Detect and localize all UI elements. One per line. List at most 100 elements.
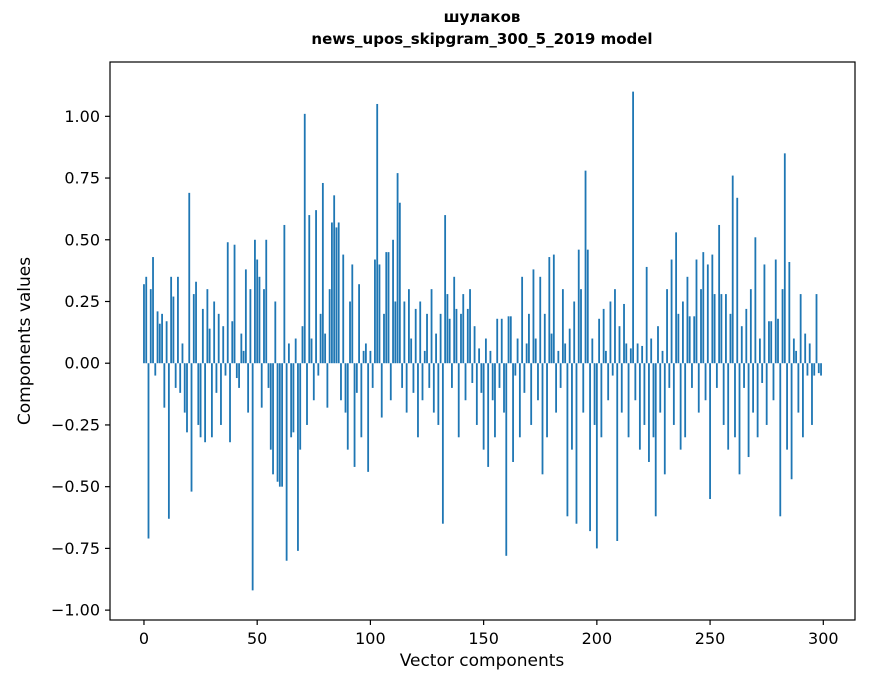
bar [652, 363, 655, 438]
bar [358, 284, 360, 364]
bar [364, 343, 367, 364]
bar [256, 259, 259, 364]
x-tick-label: 100 [355, 629, 386, 648]
bar [337, 222, 340, 364]
bar [539, 276, 542, 364]
bar [213, 301, 216, 364]
bar [557, 350, 560, 364]
bar [224, 363, 227, 376]
y-tick-label: 0.75 [64, 169, 100, 188]
bar [729, 313, 732, 364]
bar [695, 259, 698, 364]
bar [650, 338, 653, 364]
bar [736, 197, 739, 364]
bar [523, 363, 526, 393]
bar [328, 289, 331, 364]
bar [383, 313, 385, 364]
bar [804, 333, 807, 364]
bar [505, 363, 508, 556]
bar [324, 333, 327, 364]
bar [414, 308, 417, 364]
bar [738, 363, 741, 475]
bar [197, 363, 200, 425]
bar [661, 350, 664, 364]
bar [149, 289, 152, 364]
bar [480, 363, 483, 393]
bar [668, 363, 671, 388]
bar [568, 328, 571, 364]
bar [179, 363, 182, 393]
bar [496, 318, 499, 364]
bar [577, 249, 580, 364]
bar [204, 363, 207, 443]
bar [396, 173, 399, 364]
bar [387, 252, 390, 364]
bar [799, 294, 802, 364]
bar [188, 192, 191, 364]
bar [419, 301, 422, 364]
bar [808, 343, 811, 364]
bar [589, 363, 591, 532]
axes-frame [109, 61, 856, 621]
bar [147, 363, 150, 539]
bar [267, 363, 270, 388]
bar [464, 363, 467, 401]
bar [251, 363, 254, 591]
chart-title-line1: шулаков [444, 8, 521, 26]
bar [774, 259, 777, 364]
bar [210, 363, 213, 438]
y-tick-label: 0.00 [64, 354, 100, 373]
bar [260, 363, 263, 408]
bar [290, 363, 293, 438]
bar [795, 350, 798, 364]
bar [299, 363, 302, 450]
bar [181, 343, 184, 364]
bar [584, 170, 587, 364]
bar [421, 363, 424, 401]
bar [303, 113, 306, 364]
bar [238, 363, 240, 388]
bar [516, 338, 519, 364]
bar [269, 363, 272, 450]
bar [367, 363, 370, 472]
bar [711, 254, 714, 364]
y-axis-label: Components values [15, 257, 35, 425]
bar [559, 363, 562, 388]
bar [532, 269, 535, 364]
bar [326, 363, 329, 408]
bar [453, 276, 456, 364]
bar [392, 239, 394, 364]
bar [500, 318, 503, 364]
bar [715, 363, 718, 388]
chart-title-line2: news_upos_skipgram_300_5_2019 model [311, 30, 652, 48]
bar [226, 242, 229, 364]
bar [331, 222, 333, 364]
bar [478, 348, 481, 364]
bar [702, 252, 705, 364]
bar [172, 296, 175, 364]
bar [457, 363, 460, 438]
bar [389, 363, 392, 401]
bar [312, 363, 315, 401]
bar [641, 345, 644, 364]
bar [609, 301, 612, 364]
bar [734, 363, 736, 438]
bar [319, 313, 322, 364]
bar [582, 363, 585, 413]
bar [195, 281, 197, 364]
bar [475, 363, 478, 425]
bar [525, 343, 528, 364]
bar [220, 363, 222, 425]
bar [455, 308, 458, 364]
bar [281, 363, 283, 487]
bar [276, 363, 279, 482]
bar [274, 301, 277, 364]
bar [439, 313, 442, 364]
bar [254, 239, 256, 364]
bar [675, 232, 678, 364]
y-tick-label: −0.50 [51, 477, 100, 496]
bar [263, 289, 265, 364]
y-tick-label: −0.25 [51, 415, 100, 434]
bar [371, 363, 374, 388]
